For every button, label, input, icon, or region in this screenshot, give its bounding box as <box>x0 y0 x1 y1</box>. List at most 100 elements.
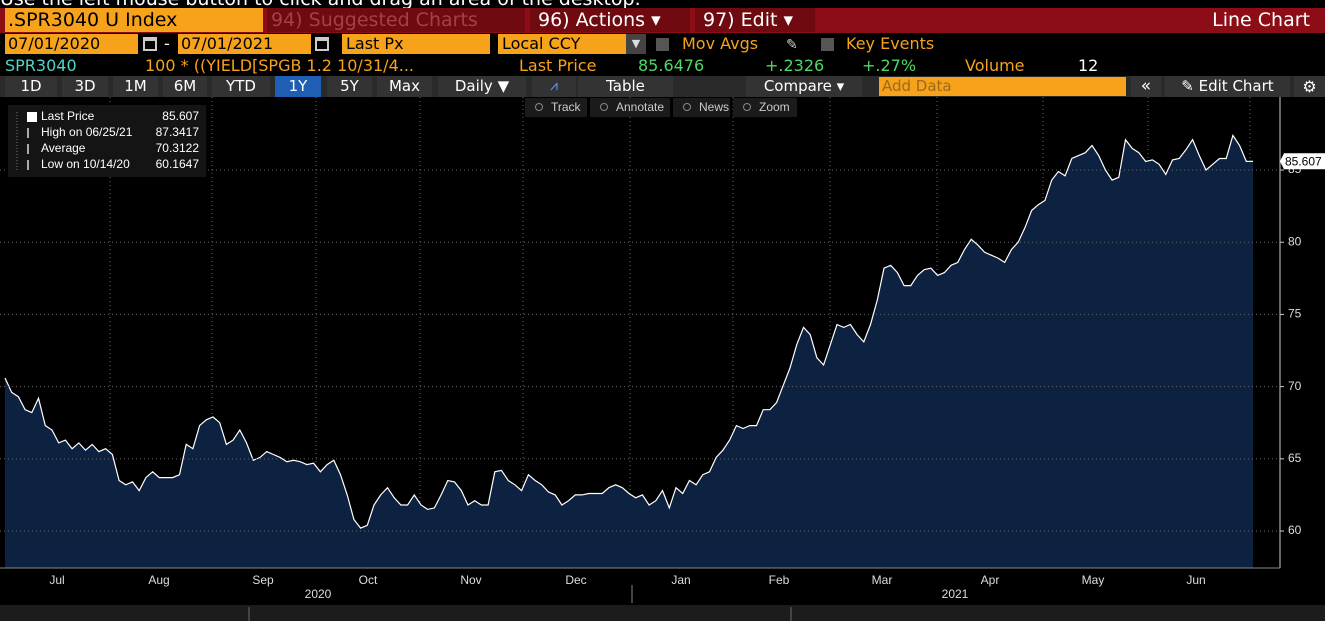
tool-background <box>733 98 797 117</box>
currency-select[interactable]: Local CCY <box>498 34 626 54</box>
periodicity-text: Daily <box>454 77 493 95</box>
tool-button[interactable]: Zoom <box>733 98 797 117</box>
security-field[interactable]: .SPR3040 U Index <box>5 8 263 32</box>
x-tick-label: Sep <box>252 573 274 587</box>
legend-icon <box>27 144 29 154</box>
end-date[interactable]: 07/01/2021 <box>178 34 311 54</box>
range-button[interactable]: 5Y <box>327 76 372 97</box>
y-tick-label: 65 <box>1288 451 1302 465</box>
tool-icon <box>743 103 751 111</box>
x-tick-label: Jan <box>671 573 690 587</box>
range-button[interactable]: Max <box>377 76 432 97</box>
suggested-charts[interactable]: 94) Suggested Charts <box>267 8 525 32</box>
tool-button[interactable]: Track <box>525 98 587 117</box>
legend-label: Average <box>41 141 86 155</box>
y-tick-label: 70 <box>1288 379 1302 393</box>
dropdown-arrow[interactable]: ▼ <box>626 34 646 54</box>
tool-icon <box>683 103 691 111</box>
add-data-input[interactable]: Add Data <box>879 77 1126 96</box>
status-divider <box>790 607 792 621</box>
checkbox[interactable] <box>821 38 834 51</box>
legend-box <box>8 105 206 177</box>
legend-icon <box>27 112 37 122</box>
start-date[interactable]: 07/01/2020 <box>5 34 138 54</box>
area <box>5 135 1253 568</box>
tool-button[interactable]: Annotate <box>590 98 670 117</box>
legend-label: Low on 10/14/20 <box>41 157 130 171</box>
range-button[interactable]: 3D <box>62 76 108 97</box>
legend-label: High on 06/25/21 <box>41 125 133 139</box>
x-tick-label: Dec <box>565 573 586 587</box>
x-tick-label: May <box>1082 573 1105 587</box>
ticker: SPR3040 <box>5 56 77 75</box>
edit-menu[interactable]: 97) Edit ▾ <box>695 8 815 32</box>
y-tick-label: 75 <box>1288 307 1302 321</box>
edit-chart-button[interactable]: ✎ Edit Chart <box>1165 76 1290 97</box>
change-pct: +.27% <box>862 56 917 75</box>
hint: Use the left mouse button to click and d… <box>0 0 1325 8</box>
y-tick-label: 60 <box>1288 523 1302 537</box>
actions-text: 96) Actions <box>538 9 646 31</box>
checkbox[interactable] <box>656 38 669 51</box>
periodicity[interactable]: Daily ▼ <box>438 76 526 97</box>
last-price-label: Last Price <box>519 56 597 75</box>
compare-text: Compare <box>763 77 832 95</box>
chart: 60657075808585.607JulAugSepOctNovDecJanF… <box>0 97 1325 603</box>
date-separator: - <box>164 34 170 53</box>
x-tick-label: Jul <box>49 573 64 587</box>
edit-chart-text: Edit Chart <box>1198 77 1274 95</box>
range-button[interactable]: 1M <box>113 76 158 97</box>
mov-avgs[interactable]: Mov Avgs <box>682 34 759 53</box>
volume: 12 <box>1078 56 1099 75</box>
legend-icon <box>27 128 29 138</box>
x-tick-label: Apr <box>981 573 1000 587</box>
legend-label: Last Price <box>41 109 95 123</box>
change: +.2326 <box>765 56 825 75</box>
legend-value: 85.607 <box>162 109 199 123</box>
range-button[interactable]: YTD <box>212 76 270 97</box>
tool-icon <box>535 103 543 111</box>
table-button[interactable]: Table <box>578 76 673 97</box>
key-events[interactable]: Key Events <box>846 34 935 53</box>
actions-menu[interactable]: 96) Actions ▾ <box>530 8 690 32</box>
tool-label: Zoom <box>759 100 790 114</box>
pencil-icon[interactable]: ✎ <box>786 37 798 53</box>
x-tick-label: Nov <box>460 573 481 587</box>
status-bar <box>0 605 1325 621</box>
last-value-label: 85.607 <box>1285 154 1322 168</box>
legend-icon <box>27 160 29 170</box>
field-select[interactable]: Last Px <box>342 34 490 54</box>
last-price: 85.6476 <box>638 56 705 75</box>
formula: 100 * ((YIELD[SPGB 1.2 10/31/4... <box>145 56 415 75</box>
y-tick-label: 80 <box>1288 234 1302 248</box>
x-tick-label: Jun <box>1186 573 1205 587</box>
year-label: 2021 <box>942 587 969 601</box>
tool-button[interactable]: News <box>673 98 730 117</box>
calendar-icon[interactable] <box>143 37 157 51</box>
range-button[interactable]: 1Y <box>275 76 321 97</box>
edit-text: 97) Edit <box>703 9 778 31</box>
settings-button[interactable]: ⚙ <box>1294 76 1325 97</box>
status-divider <box>248 607 250 621</box>
tool-icon <box>600 103 608 111</box>
x-tick-label: Feb <box>769 573 790 587</box>
tool-background <box>590 98 670 117</box>
compare-button[interactable]: Compare ▾ <box>746 76 862 97</box>
tool-background <box>673 98 730 117</box>
line-icon[interactable]: ⩘ <box>532 76 576 97</box>
legend-value: 60.1647 <box>156 157 200 171</box>
range-button[interactable]: 6M <box>163 76 207 97</box>
collapse-button[interactable]: « <box>1131 76 1161 97</box>
calendar-icon[interactable] <box>315 37 329 51</box>
tool-label: Annotate <box>616 100 664 114</box>
chart-type: Line Chart <box>1212 9 1310 31</box>
range-button[interactable]: 1D <box>5 76 57 97</box>
tool-label: News <box>699 100 729 114</box>
last-value-tag <box>1280 153 1325 170</box>
tool-background <box>525 98 587 117</box>
x-tick-label: Aug <box>148 573 169 587</box>
legend-value: 70.3122 <box>156 141 200 155</box>
year-label: 2020 <box>305 587 332 601</box>
price-line <box>4 133 1253 529</box>
